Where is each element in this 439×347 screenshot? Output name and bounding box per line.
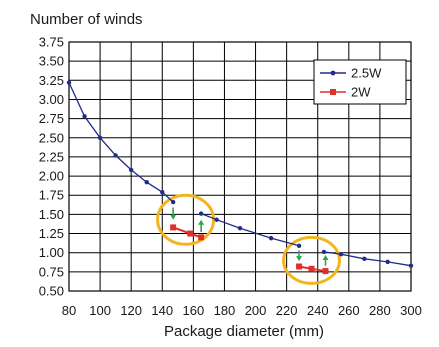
y-tick-labels: 0.50 0.75 1.00 1.25 1.50 1.75 2.00 2.25 2.50 2.75… (39, 35, 64, 299)
x-tick-label: 240 (307, 303, 329, 318)
grid (68, 41, 412, 292)
chart-title: Number of winds (30, 11, 143, 28)
x-tick-label: 160 (183, 303, 205, 318)
data-point (237, 225, 243, 231)
y-tick-label: 1.50 (39, 207, 64, 222)
data-point (322, 268, 329, 275)
legend-marker (330, 89, 336, 95)
series-line (323, 251, 412, 267)
y-tick-label: 3.25 (39, 73, 64, 88)
data-point (214, 217, 219, 222)
legend-label: 2W (351, 85, 371, 100)
shift-arrow (170, 207, 177, 220)
series-2-5w (66, 80, 414, 268)
series-line (68, 82, 174, 203)
data-point (66, 80, 72, 85)
highlight-ellipse (156, 193, 216, 246)
data-point (97, 135, 103, 140)
data-point (128, 167, 134, 173)
annotation-layer (170, 207, 329, 266)
data-point (338, 252, 344, 257)
data-point (268, 235, 274, 241)
shift-arrow (198, 219, 205, 233)
legend-marker (330, 70, 336, 76)
annotation-ellipses (156, 193, 341, 285)
x-tick-label: 100 (89, 303, 111, 318)
legend-box (313, 59, 407, 105)
series-layer (66, 80, 414, 275)
data-point (187, 230, 194, 237)
x-tick-label: 120 (120, 303, 142, 318)
y-tick-label: 1.00 (39, 245, 64, 260)
data-point (385, 259, 390, 265)
data-point (362, 256, 367, 262)
data-point (82, 114, 87, 119)
arrow-head (198, 219, 205, 225)
data-point (170, 199, 176, 205)
x-tick-label: 220 (276, 303, 298, 318)
x-tick-label: 260 (338, 303, 360, 318)
series-2w (170, 224, 329, 275)
data-point (170, 224, 177, 231)
legend-item: 2.5W (320, 66, 382, 81)
legend-label: 2.5W (351, 66, 382, 81)
y-tick-label: 2.00 (39, 169, 64, 184)
y-tick-label: 1.25 (39, 226, 64, 241)
y-tick-label: 0.75 (39, 264, 64, 279)
y-tick-label: 0.50 (39, 284, 64, 299)
legend: 2.5W 2W (313, 59, 407, 105)
y-tick-label: 2.75 (39, 111, 64, 126)
data-point (408, 263, 414, 268)
highlight-ellipse (282, 235, 341, 285)
data-point (308, 265, 315, 272)
data-point (160, 189, 165, 195)
arrow-head (296, 256, 303, 262)
y-tick-label: 2.50 (39, 130, 64, 145)
x-tick-labels: 80 100 120 140 160 180 200 220 240 260 280 300 (62, 303, 422, 318)
data-point (113, 153, 118, 158)
plot-frame (68, 41, 412, 292)
legend-item: 2W (320, 85, 371, 100)
x-tick-label: 80 (62, 303, 76, 318)
x-tick-label: 200 (245, 303, 267, 318)
data-point (321, 249, 327, 255)
x-tick-label: 180 (214, 303, 236, 318)
shift-arrow (296, 250, 303, 262)
data-point (296, 243, 302, 248)
x-axis-label: Package diameter (mm) (164, 323, 324, 340)
x-tick-label: 280 (369, 303, 391, 318)
y-tick-label: 3.50 (39, 54, 64, 69)
y-tick-label: 3.00 (39, 92, 64, 107)
series-line (172, 226, 202, 239)
arrow-head (322, 254, 329, 260)
data-point (144, 180, 149, 185)
data-point (296, 263, 303, 270)
arrow-head (170, 214, 177, 220)
data-point (198, 211, 204, 216)
y-tick-label: 1.75 (39, 188, 64, 203)
x-tick-label: 140 (151, 303, 173, 318)
data-point (198, 234, 205, 241)
y-tick-label: 3.75 (39, 35, 64, 50)
shift-arrow (322, 254, 329, 266)
x-tick-label: 300 (400, 303, 422, 318)
y-tick-label: 2.25 (39, 149, 64, 164)
